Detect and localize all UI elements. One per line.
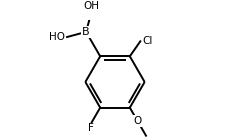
Text: B: B xyxy=(82,27,90,37)
Text: HO: HO xyxy=(49,32,64,42)
Text: F: F xyxy=(87,124,93,133)
Text: OH: OH xyxy=(83,1,99,10)
Text: Cl: Cl xyxy=(142,36,152,46)
Text: O: O xyxy=(133,116,141,126)
